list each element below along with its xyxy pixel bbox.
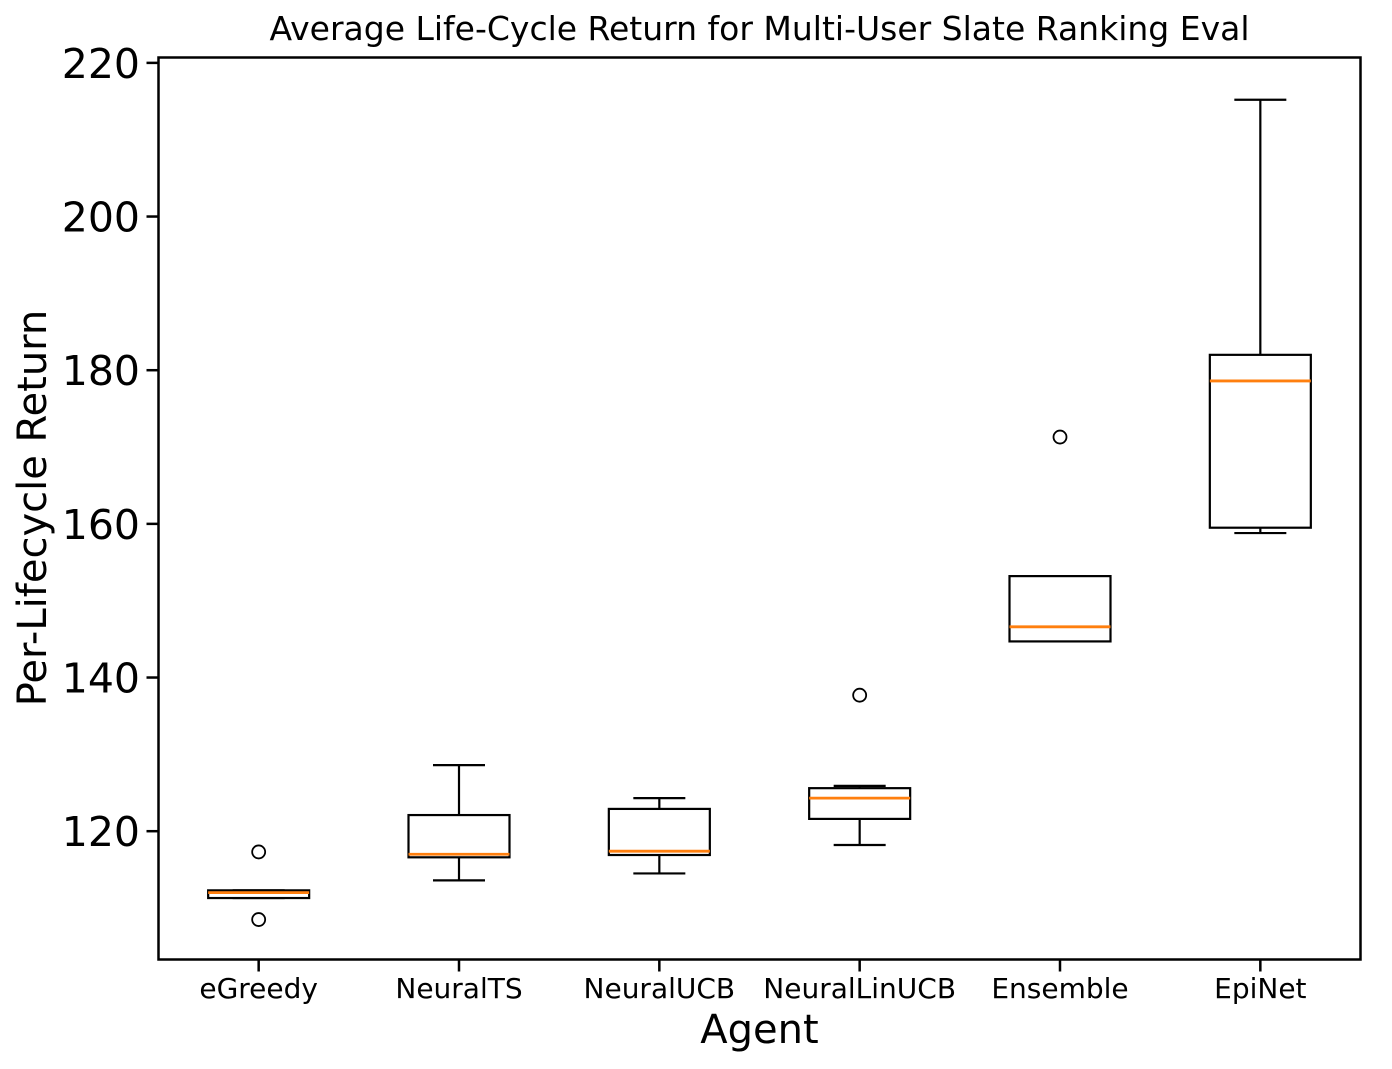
box-rect-neuralucb (607, 807, 711, 857)
box-rect-ensemble (1008, 575, 1112, 643)
outlier-point-ensemble (1052, 429, 1068, 445)
y-tick-label: 120 (62, 808, 140, 856)
x-tick-label: Ensemble (991, 972, 1128, 1005)
x-tick-label: NeuralTS (395, 972, 522, 1005)
axes-frame (157, 56, 1362, 961)
chart-title: Average Life-Cycle Return for Multi-User… (269, 9, 1249, 48)
outlier-point-egreedy (251, 912, 267, 927)
x-tick-label: NeuralLinUCB (763, 972, 956, 1005)
y-tick-label: 140 (62, 655, 140, 703)
box-rect-neuralts (407, 813, 511, 859)
x-tick-label: eGreedy (199, 972, 318, 1005)
outlier-point-egreedy (251, 844, 267, 860)
y-axis-label: Per-Lifecycle Return (10, 310, 56, 707)
y-tick-label: 220 (62, 40, 140, 88)
y-tick-label: 180 (62, 347, 140, 395)
box-rect-egreedy (207, 889, 311, 900)
x-tick-label: EpiNet (1214, 972, 1306, 1005)
box-rect-neurallinucb (808, 787, 912, 820)
y-tick-label: 200 (62, 194, 140, 242)
y-tick-label: 160 (62, 501, 140, 549)
box-rect-epinet (1208, 353, 1312, 529)
outlier-point-neurallinucb (852, 687, 868, 703)
x-axis-label: Agent (700, 1007, 818, 1053)
x-tick-label: NeuralUCB (584, 972, 736, 1005)
